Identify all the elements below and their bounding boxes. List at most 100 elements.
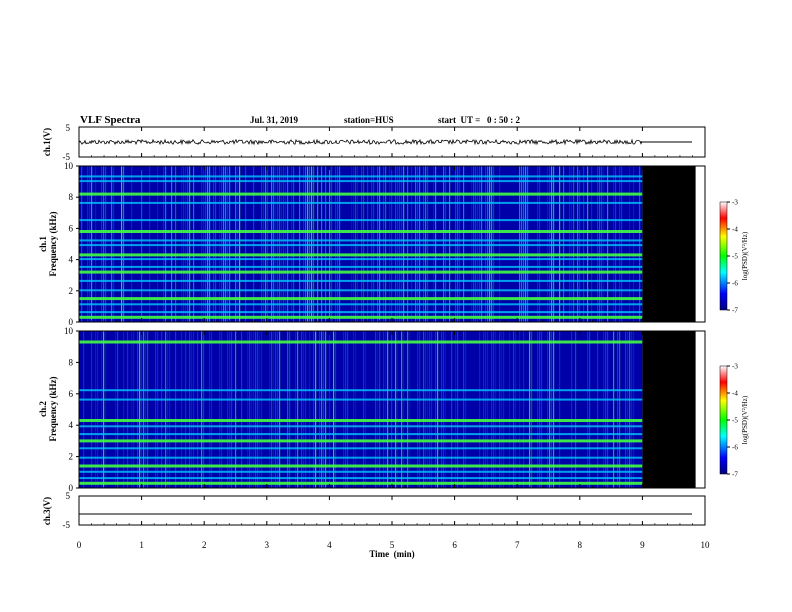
spectrogram-streak	[365, 331, 367, 488]
spectrogram-streak	[549, 166, 551, 322]
spectrogram-streak	[323, 331, 325, 488]
spectrogram-streak	[481, 166, 483, 322]
time-axis: 0 1 2 3 4 5 6 7 8 9 10	[77, 127, 710, 550]
spectrogram-streak	[429, 331, 431, 488]
spectrogram-streak	[355, 331, 357, 488]
spectrogram-streak	[275, 166, 277, 322]
spectrogram-streak	[143, 331, 145, 488]
spectrogram-streak	[185, 166, 187, 322]
time-axis-label: Time (min)	[369, 549, 414, 559]
spectrogram-streak	[521, 166, 523, 322]
spectrogram-streak	[489, 166, 491, 322]
spectrogram-band	[79, 270, 643, 274]
spectrogram-streak	[175, 331, 177, 488]
spectrogram-streak	[261, 331, 263, 488]
spectrogram-streak	[299, 166, 301, 322]
time-tick-label: 7	[515, 540, 520, 550]
spectrogram-streak	[277, 331, 279, 488]
frequency-tick-label: 4	[69, 420, 74, 430]
colorbar-scale	[719, 365, 728, 475]
spectrogram-streak	[401, 166, 403, 322]
spectrogram-background	[79, 331, 643, 488]
spectrogram-band	[79, 447, 643, 450]
spectrogram-streak	[325, 166, 327, 322]
spectrogram-streak	[251, 331, 253, 488]
ch1-ytick-top: 5	[66, 123, 71, 133]
spectrogram-streak	[111, 166, 113, 322]
spectrogram-streak	[403, 166, 405, 322]
colorbar-tick-label: -3	[732, 199, 738, 207]
spectrogram-streak	[229, 166, 231, 322]
spectrogram-streak	[559, 331, 561, 488]
spectrogram-streak	[279, 166, 281, 322]
spectrogram-streak	[215, 166, 217, 322]
spectrogram-streak	[475, 166, 477, 322]
spectrogram-streak	[493, 166, 495, 322]
spectrogram-streak	[305, 166, 307, 322]
spectrogram-streak	[171, 166, 173, 322]
spectrogram-streak	[553, 331, 555, 488]
ch1-spectrogram-panel: ch.1 Frequency (kHz) 0 2 4 6 8 10 -3 -4 -5 -6 -7 l…	[38, 161, 749, 327]
spectrogram-streak	[463, 166, 465, 322]
spectrogram-streak	[629, 166, 631, 322]
spectrogram-streak	[613, 331, 615, 488]
spectrogram-streak	[161, 331, 163, 488]
colorbar-tick-label: -6	[732, 280, 738, 288]
spectrogram-streak	[613, 166, 615, 322]
spectrogram-streak	[219, 166, 221, 322]
spectrogram-band	[79, 253, 643, 257]
spectrogram-streak	[329, 331, 331, 488]
spectrogram-streak	[155, 331, 157, 488]
spectrogram-band	[79, 481, 643, 485]
spectrogram-streak	[105, 331, 107, 488]
spectrogram-streak	[203, 331, 205, 488]
spectrogram-streak	[325, 331, 327, 488]
spectrogram-streak	[391, 331, 393, 488]
spectrogram-band	[79, 201, 643, 204]
spectrogram-streak	[183, 166, 185, 322]
ch3-voltage-axis-label: ch.3(V)	[42, 497, 52, 525]
spectrogram-streak	[321, 331, 323, 488]
spectrogram-streak	[529, 331, 531, 488]
spectrogram-streak	[587, 166, 589, 322]
colorbar-tick-label: -4	[732, 390, 738, 398]
spectrogram-streak	[329, 166, 331, 322]
spectrogram-streak	[255, 331, 257, 488]
spectrogram-streak	[551, 331, 553, 488]
ch1-waveform-panel: 5 -5 ch.1(V)	[42, 123, 706, 162]
spectrogram-streak	[275, 331, 277, 488]
spectrogram-streak	[527, 166, 529, 322]
spectrogram-streak	[627, 331, 629, 488]
spectrogram-band	[79, 289, 643, 292]
spectrogram-band	[79, 315, 643, 319]
spectrogram-streak	[425, 166, 427, 322]
spectrogram-streak	[597, 166, 599, 322]
ch1-voltage-axis-label: ch.1(V)	[42, 128, 52, 156]
spectrogram-streak	[619, 331, 621, 488]
spectrogram-streak	[377, 331, 379, 488]
spectrogram-streak	[287, 331, 289, 488]
spectrogram-streak	[423, 331, 425, 488]
spectrogram-streak	[147, 331, 149, 488]
spectrogram-streak	[573, 166, 575, 322]
spectrogram-streak	[487, 166, 489, 322]
spectrogram-streak	[285, 166, 287, 322]
spectrogram-streak	[375, 331, 377, 488]
spectrogram-streak	[547, 331, 549, 488]
spectrogram-streak	[601, 166, 603, 322]
spectrogram-streak	[445, 331, 447, 488]
spectrogram-streak	[189, 331, 191, 488]
spectrogram-streak	[537, 331, 539, 488]
spectrogram-streak	[539, 331, 541, 488]
frequency-tick-label: 2	[69, 452, 74, 462]
spectrogram-streak	[227, 331, 229, 488]
spectrogram-streak	[367, 166, 369, 322]
spectrogram-streak	[589, 331, 591, 488]
spectrogram-streak	[371, 166, 373, 322]
spectrogram-streak	[607, 331, 609, 488]
colorbar-tick-label: -6	[732, 444, 738, 452]
ch1-ytick-bottom: -5	[63, 152, 71, 162]
spectrogram-streak	[223, 166, 225, 322]
spectrogram-streak	[145, 331, 147, 488]
spectrogram-streak	[103, 166, 105, 322]
